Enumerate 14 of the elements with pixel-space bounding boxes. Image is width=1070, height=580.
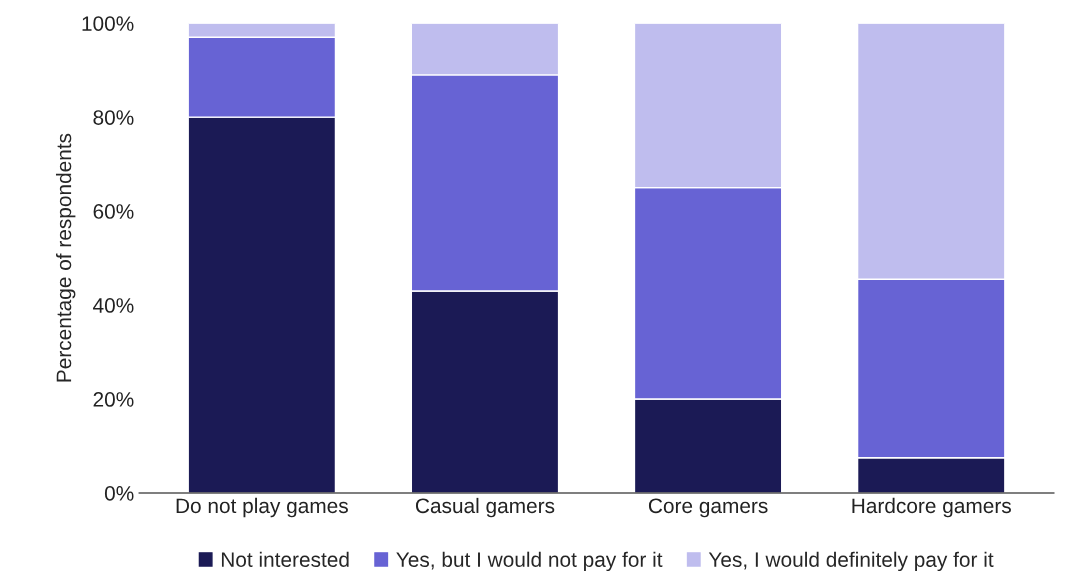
legend-label: Not interested <box>221 551 349 567</box>
y-axis-title: Percentage of respondents <box>55 133 76 382</box>
y-tick-label: 0% <box>104 486 134 501</box>
x-tick-label: Do not play games <box>176 497 348 518</box>
legend-label: Yes, I would definitely pay for it <box>708 551 994 572</box>
y-tick-label: 100% <box>82 16 134 31</box>
x-tick-label: Casual gamers <box>415 497 555 518</box>
y-tick-label: 60% <box>93 204 134 219</box>
y-tick-label: 20% <box>93 392 134 407</box>
y-tick-label: 40% <box>93 298 134 313</box>
y-tick-label: 80% <box>93 110 134 125</box>
legend-label: Yes, but I would not pay for it <box>396 551 663 572</box>
x-tick-label: Core gamers <box>648 498 768 518</box>
x-tick-label: Hardcore gamers <box>852 497 1011 518</box>
